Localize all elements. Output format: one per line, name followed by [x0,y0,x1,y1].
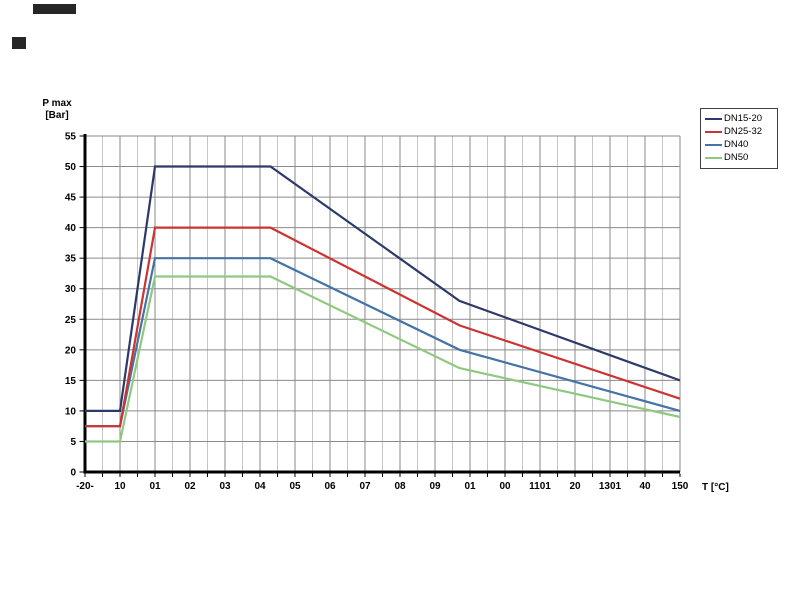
x-tick-label: 03 [219,481,231,492]
x-tick-label: 01 [149,481,161,492]
x-tick-label: 08 [394,481,406,492]
x-tick-label: 1301 [599,481,622,492]
x-tick-label: 05 [289,481,301,492]
x-tick-label: 06 [324,481,336,492]
y-tick-label: 30 [65,284,77,295]
y-tick-label: 15 [65,376,77,387]
x-tick-label: 40 [639,481,651,492]
y-tick-label: 35 [65,254,77,265]
series-line-DN15-20 [85,165,681,412]
legend-item-DN25-32: DN25-32 [705,126,773,138]
x-axis-title: T [°C] [702,482,729,493]
y-tick-label: 55 [65,132,77,143]
y-axis-title-line1: P max [42,98,72,109]
y-tick-label: 25 [65,315,77,326]
legend-line-sample [705,118,722,120]
legend-item-DN15-20: DN15-20 [705,113,773,125]
legend-label: DN40 [724,139,749,150]
ui-artifact-square [12,37,26,49]
y-tick-label: 5 [70,437,76,448]
x-tick-label: 09 [429,481,441,492]
y-tick-label: 10 [65,406,77,417]
ui-artifact-bar [33,4,76,14]
legend-item-DN40: DN40 [705,139,773,151]
y-tick-label: 20 [65,345,77,356]
x-tick-label: 1101 [529,481,551,492]
series-line-DN25-32 [85,226,681,428]
legend-line-sample [705,131,722,133]
y-tick-label: 0 [70,468,76,479]
legend-label: DN25-32 [724,126,763,137]
series-line-DN50 [85,275,681,443]
x-tick-label: 150 [672,481,689,492]
x-tick-label: 07 [359,481,371,492]
y-axis-title-line2: [Bar] [45,110,68,121]
y-tick-label: 45 [65,193,77,204]
y-tick-label: 50 [65,162,77,173]
chart-legend: DN15-20 DN25-32 DN40 DN50 [700,108,778,169]
x-tick-label: 02 [184,481,196,492]
legend-line-sample [705,144,722,146]
x-tick-label: 00 [499,481,511,492]
x-tick-label: 01 [464,481,476,492]
x-tick-label: 20 [569,481,581,492]
legend-label: DN15-20 [724,113,763,124]
legend-line-sample [705,157,722,159]
x-tick-label: -20- [76,481,94,492]
x-tick-label: 04 [254,481,266,492]
x-tick-label: 10 [114,481,126,492]
legend-item-DN50: DN50 [705,152,773,164]
y-tick-label: 40 [65,223,77,234]
legend-label: DN50 [724,152,749,163]
